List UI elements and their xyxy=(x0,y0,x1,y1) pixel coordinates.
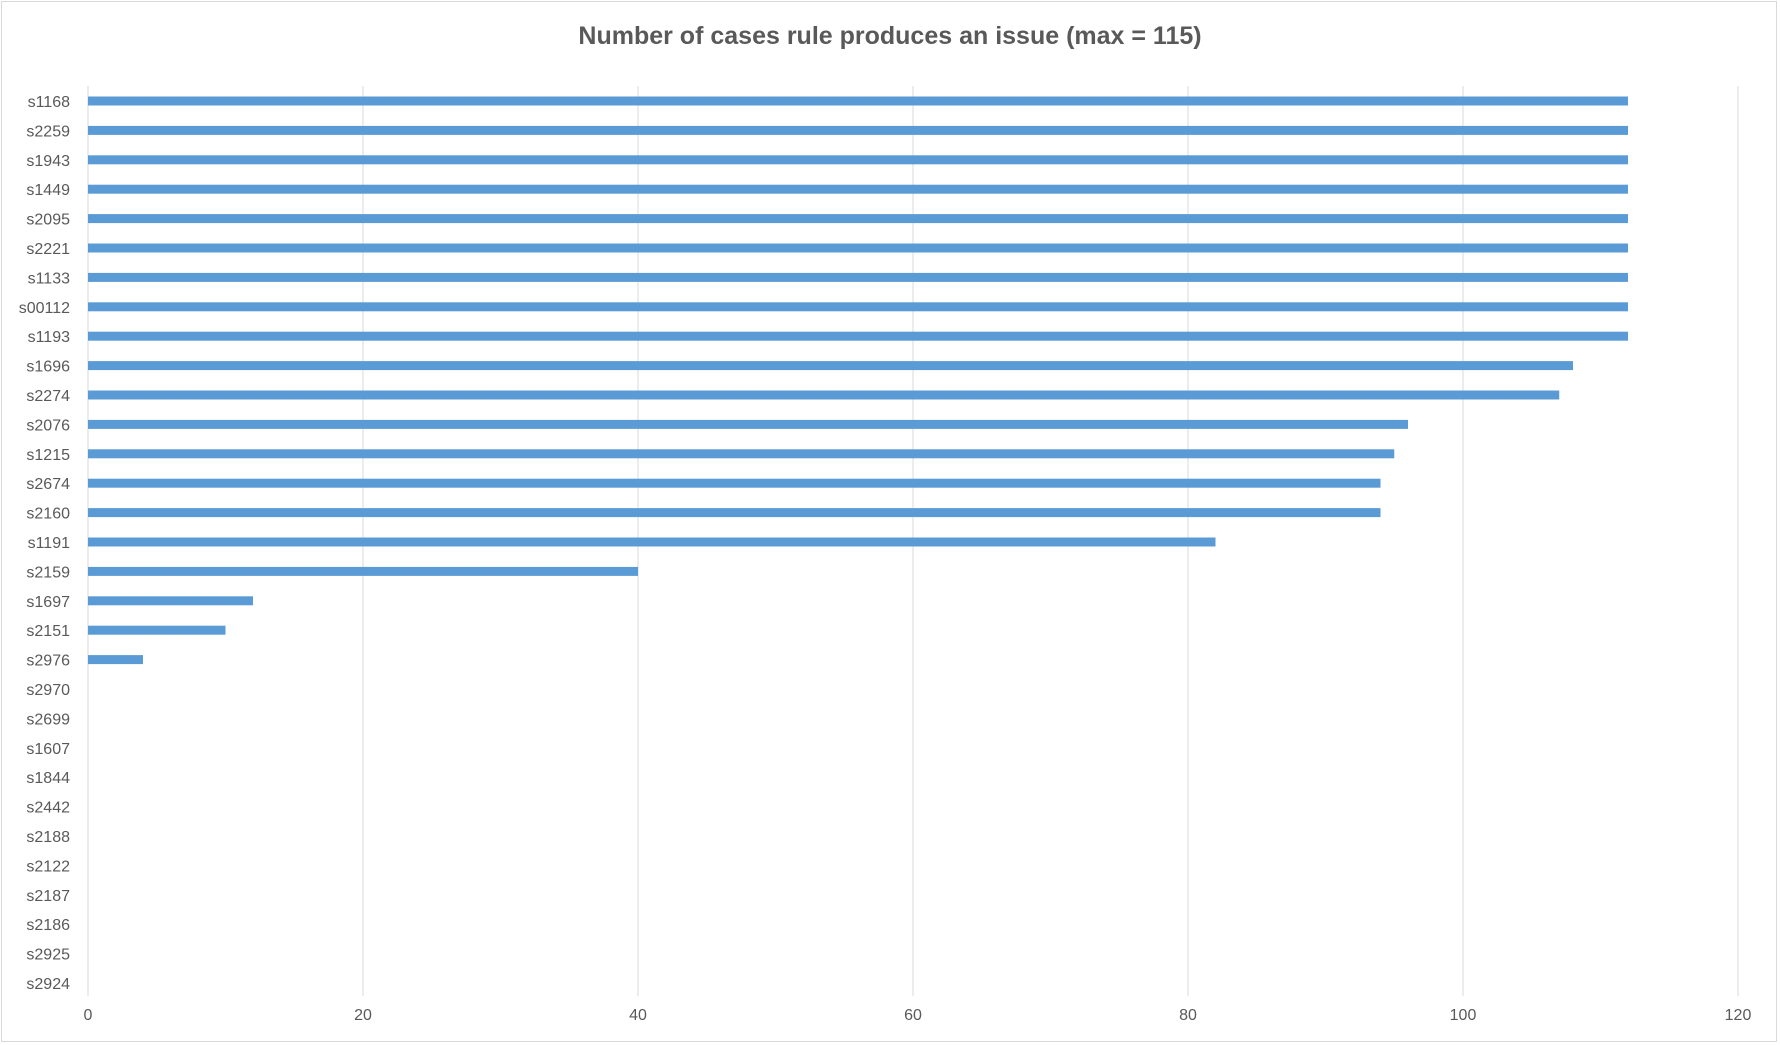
category-label: s2925 xyxy=(26,947,70,964)
category-label: s00112 xyxy=(19,300,70,317)
category-label: s2674 xyxy=(26,476,70,493)
bar xyxy=(88,478,1381,488)
category-label: s2160 xyxy=(26,506,70,523)
bar xyxy=(88,655,143,665)
x-tick-label: 40 xyxy=(629,1007,647,1024)
bar xyxy=(88,390,1560,400)
category-label: s2699 xyxy=(26,711,70,728)
category-label: s2188 xyxy=(26,829,70,846)
bar xyxy=(88,272,1628,282)
bar xyxy=(88,508,1381,518)
category-label: s1191 xyxy=(28,535,71,552)
category-label: s2976 xyxy=(26,653,70,670)
category-label: s2095 xyxy=(26,212,70,229)
bar xyxy=(88,155,1628,165)
bar xyxy=(88,214,1628,224)
x-tick-label: 20 xyxy=(354,1007,372,1024)
category-label: s2159 xyxy=(26,564,70,581)
category-label: s1449 xyxy=(26,182,70,199)
x-tick-label: 80 xyxy=(1179,1007,1197,1024)
category-label: s1215 xyxy=(26,447,70,464)
category-label: s1168 xyxy=(28,94,71,111)
bar xyxy=(88,596,253,606)
bar xyxy=(88,96,1628,106)
bar xyxy=(88,361,1573,371)
bar xyxy=(88,625,226,635)
category-label: s2186 xyxy=(26,917,70,934)
x-tick-label: 120 xyxy=(1725,1007,1752,1024)
category-label: s2221 xyxy=(26,241,70,258)
bar xyxy=(88,331,1628,341)
category-label: s2076 xyxy=(26,417,70,434)
bar xyxy=(88,302,1628,312)
category-label: s1133 xyxy=(28,270,71,287)
x-tick-label: 0 xyxy=(84,1007,93,1024)
bar xyxy=(88,243,1628,253)
bar xyxy=(88,419,1408,429)
category-label: s1193 xyxy=(28,329,71,346)
bar xyxy=(88,125,1628,135)
bar xyxy=(88,449,1395,459)
chart-title: Number of cases rule produces an issue (… xyxy=(578,22,1202,50)
x-tick-label: 60 xyxy=(904,1007,922,1024)
bar xyxy=(88,537,1216,547)
category-label: s2442 xyxy=(26,800,70,817)
category-labels: s1168 s2259 s1943 s1449 s2095 s2221 s1133 s0011… xyxy=(19,94,70,993)
x-axis-tick-labels: 0 20 40 60 80 100 120 xyxy=(84,1007,1752,1024)
bar xyxy=(88,566,638,576)
category-label: s1697 xyxy=(26,594,70,611)
bars xyxy=(88,96,1628,665)
category-label: s2187 xyxy=(26,888,70,905)
x-tick-label: 100 xyxy=(1450,1007,1477,1024)
bar xyxy=(88,184,1628,194)
category-label: s2274 xyxy=(26,388,70,405)
category-label: s2259 xyxy=(26,123,70,140)
category-label: s2924 xyxy=(26,976,70,993)
category-label: s2970 xyxy=(26,682,70,699)
category-label: s1607 xyxy=(26,741,70,758)
category-label: s2151 xyxy=(26,623,70,640)
category-label: s1844 xyxy=(26,770,70,787)
category-label: s1696 xyxy=(26,359,70,376)
category-label: s2122 xyxy=(26,858,70,875)
category-label: s1943 xyxy=(26,153,70,170)
